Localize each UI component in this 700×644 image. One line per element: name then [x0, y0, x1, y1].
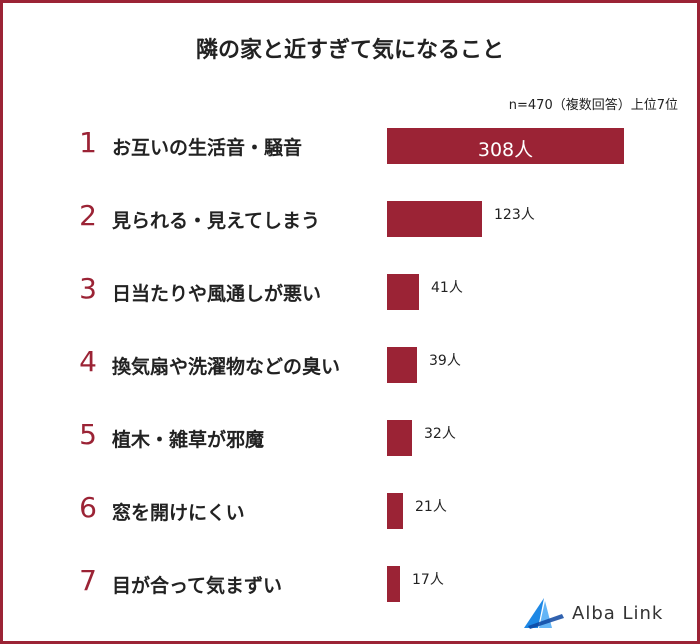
rank-number: 6	[79, 491, 97, 524]
bar	[387, 201, 482, 237]
sample-note: n=470（複数回答）上位7位	[508, 98, 678, 113]
value-label: 32人	[424, 426, 456, 442]
bar	[387, 274, 419, 310]
rank-number: 1	[79, 126, 97, 159]
value-label: 17人	[412, 572, 444, 588]
category-label: 日当たりや風通しが悪い	[112, 283, 322, 305]
brand-name: Alba Link	[572, 603, 664, 624]
value-label: 39人	[429, 353, 461, 369]
category-label: お互いの生活音・騒音	[112, 137, 303, 159]
rank-number: 3	[79, 272, 97, 305]
bar	[387, 128, 624, 164]
value-label: 123人	[494, 207, 535, 223]
bar	[387, 347, 417, 383]
category-label: 窓を開けにくい	[112, 502, 245, 524]
category-label: 換気扇や洗濯物などの臭い	[112, 356, 341, 378]
chart-title: 隣の家と近すぎて気になること	[195, 38, 504, 63]
bar	[387, 493, 403, 529]
rank-number: 7	[79, 564, 97, 597]
rank-number: 2	[79, 199, 97, 232]
rank-number: 5	[79, 418, 97, 451]
alba-link-logo-icon	[524, 598, 564, 629]
category-label: 見られる・見えてしまう	[112, 210, 321, 232]
value-label: 41人	[431, 280, 463, 296]
rank-number: 4	[79, 345, 97, 378]
category-label: 目が合って気まずい	[112, 575, 283, 597]
value-label: 21人	[415, 499, 447, 515]
value-label: 308人	[477, 139, 534, 161]
bar	[387, 420, 412, 456]
category-label: 植木・雑草が邪魔	[112, 429, 265, 451]
bar	[387, 566, 400, 602]
